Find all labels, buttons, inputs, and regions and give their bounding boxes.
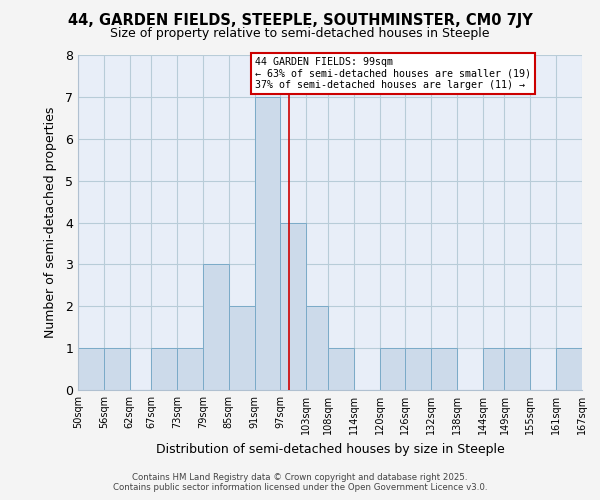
Bar [151, 348, 177, 390]
X-axis label: Distribution of semi-detached houses by size in Steeple: Distribution of semi-detached houses by … [155, 442, 505, 456]
Bar [280, 222, 307, 390]
Text: 44 GARDEN FIELDS: 99sqm
← 63% of semi-detached houses are smaller (19)
37% of se: 44 GARDEN FIELDS: 99sqm ← 63% of semi-de… [254, 57, 530, 90]
Y-axis label: Number of semi-detached properties: Number of semi-detached properties [44, 107, 57, 338]
Text: Contains HM Land Registry data © Crown copyright and database right 2025.
Contai: Contains HM Land Registry data © Crown c… [113, 473, 487, 492]
Bar [177, 348, 203, 390]
Bar [254, 97, 280, 390]
Bar [104, 348, 130, 390]
Bar [229, 306, 254, 390]
Bar [78, 348, 104, 390]
Bar [307, 306, 328, 390]
Text: 44, GARDEN FIELDS, STEEPLE, SOUTHMINSTER, CM0 7JY: 44, GARDEN FIELDS, STEEPLE, SOUTHMINSTER… [68, 12, 532, 28]
Bar [328, 348, 353, 390]
Bar [431, 348, 457, 390]
Bar [406, 348, 431, 390]
Bar [483, 348, 505, 390]
Bar [380, 348, 406, 390]
Bar [505, 348, 530, 390]
Bar [203, 264, 229, 390]
Bar [556, 348, 582, 390]
Text: Size of property relative to semi-detached houses in Steeple: Size of property relative to semi-detach… [110, 28, 490, 40]
